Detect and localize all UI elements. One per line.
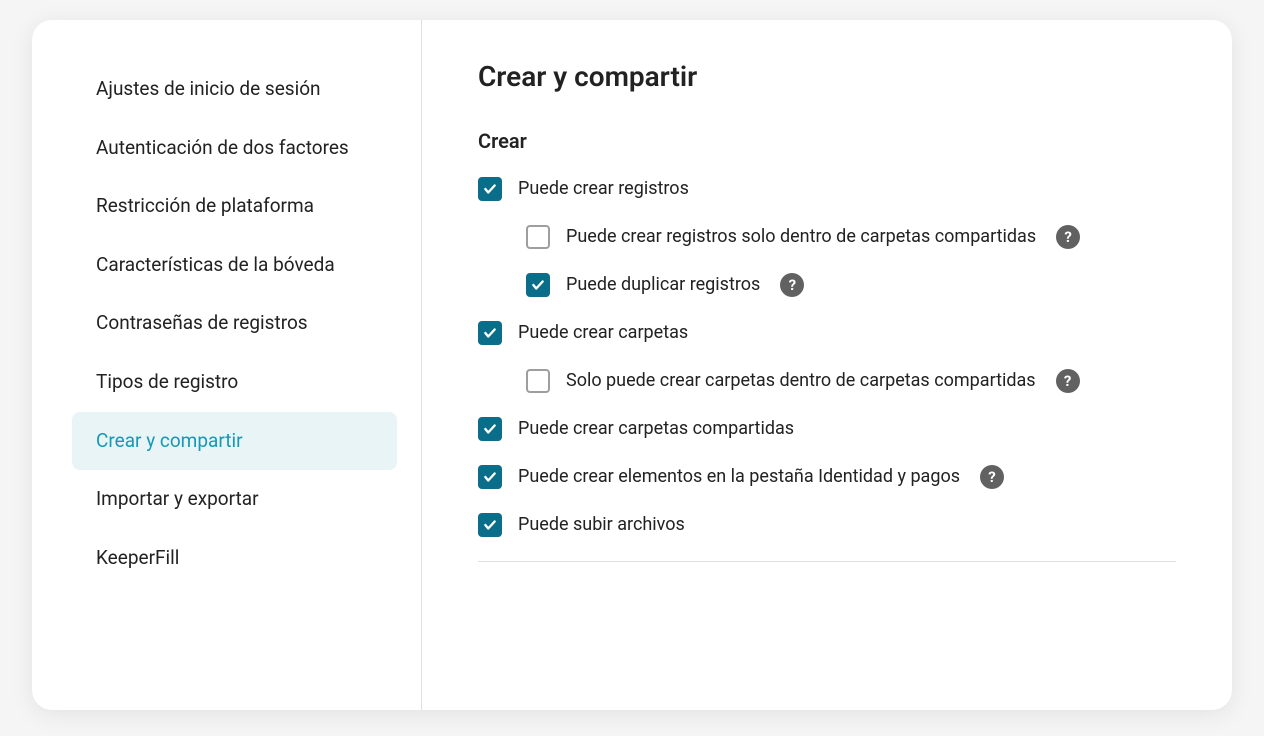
checkbox-row-1: Puede crear registros solo dentro de car… [526,225,1176,249]
sidebar-item-6[interactable]: Crear y compartir [72,412,397,471]
help-icon[interactable]: ? [1056,369,1080,393]
help-icon[interactable]: ? [780,273,804,297]
content-area: Crear y compartir Crear Puede crear regi… [422,20,1232,710]
sidebar-item-5[interactable]: Tipos de registro [72,353,397,412]
checkbox-row-5: Puede crear carpetas compartidas [478,417,1176,441]
sidebar-item-0[interactable]: Ajustes de inicio de sesión [72,60,397,119]
checkbox-label-5: Puede crear carpetas compartidas [518,417,794,440]
page-title: Crear y compartir [478,60,1176,93]
checkbox-row-2: Puede duplicar registros? [526,273,1176,297]
checkbox-label-6: Puede crear elementos en la pestaña Iden… [518,465,960,488]
checkbox-0[interactable] [478,177,502,201]
checkbox-5[interactable] [478,417,502,441]
checkbox-row-4: Solo puede crear carpetas dentro de carp… [526,369,1176,393]
checkbox-4[interactable] [526,369,550,393]
section-title: Crear [478,129,1176,153]
sidebar-item-3[interactable]: Características de la bóveda [72,236,397,295]
checkbox-label-0: Puede crear registros [518,177,689,200]
checkbox-row-6: Puede crear elementos en la pestaña Iden… [478,465,1176,489]
checkbox-label-2: Puede duplicar registros [566,273,760,296]
checkbox-label-1: Puede crear registros solo dentro de car… [566,225,1036,248]
sidebar-item-2[interactable]: Restricción de plataforma [72,177,397,236]
checkbox-row-7: Puede subir archivos [478,513,1176,537]
checkbox-7[interactable] [478,513,502,537]
checkbox-2[interactable] [526,273,550,297]
sidebar-item-4[interactable]: Contraseñas de registros [72,294,397,353]
checkbox-row-0: Puede crear registros [478,177,1176,201]
checkbox-3[interactable] [478,321,502,345]
checkbox-label-7: Puede subir archivos [518,513,685,536]
sidebar-item-7[interactable]: Importar y exportar [72,470,397,529]
sidebar: Ajustes de inicio de sesiónAutenticación… [32,20,422,710]
sidebar-item-8[interactable]: KeeperFill [72,529,397,588]
checkbox-1[interactable] [526,225,550,249]
settings-panel: Ajustes de inicio de sesiónAutenticación… [32,20,1232,710]
checkbox-list: Puede crear registros Puede crear registr… [478,177,1176,537]
help-icon[interactable]: ? [1056,225,1080,249]
help-icon[interactable]: ? [980,465,1004,489]
checkbox-label-3: Puede crear carpetas [518,321,688,344]
checkbox-label-4: Solo puede crear carpetas dentro de carp… [566,369,1036,392]
checkbox-6[interactable] [478,465,502,489]
sidebar-item-1[interactable]: Autenticación de dos factores [72,119,397,178]
divider [478,561,1176,562]
checkbox-row-3: Puede crear carpetas [478,321,1176,345]
